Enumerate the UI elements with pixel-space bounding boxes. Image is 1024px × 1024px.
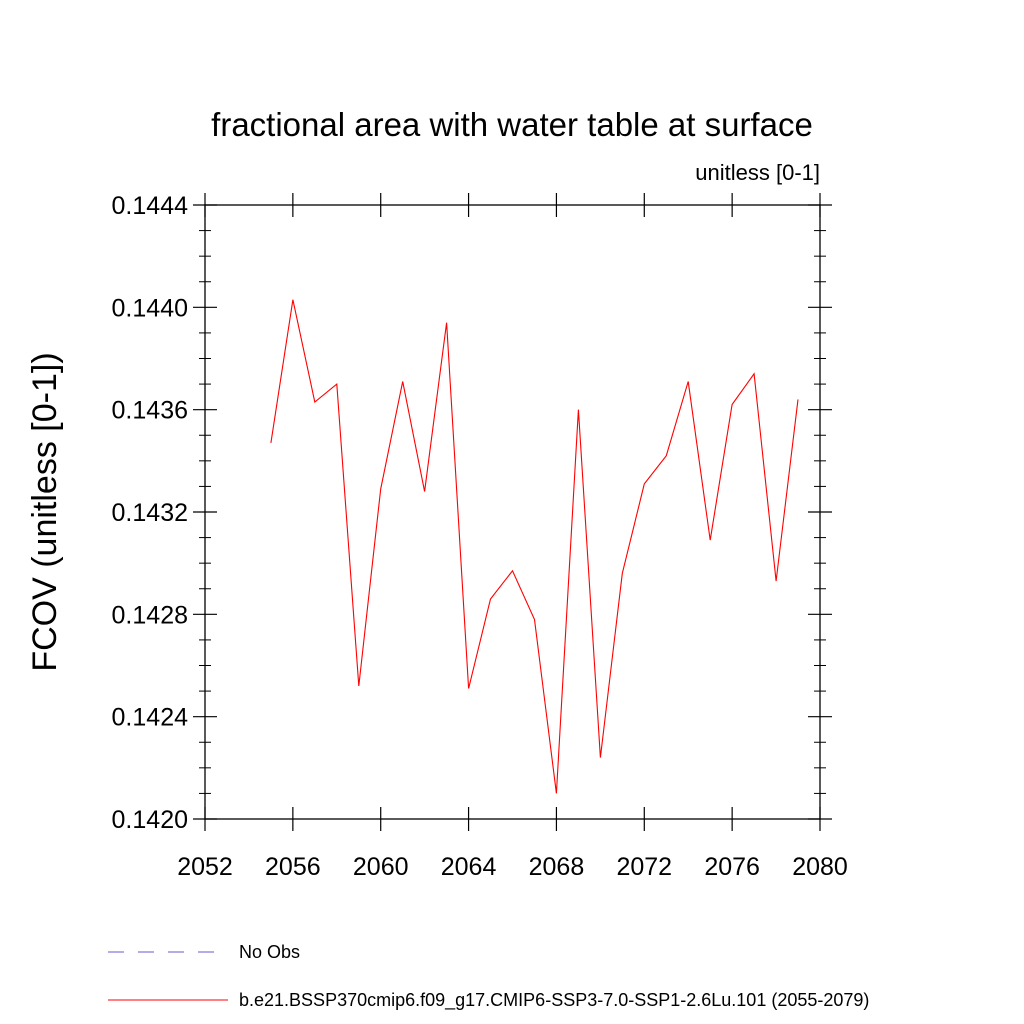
x-tick-label: 2076 [704, 853, 760, 881]
legend-label: b.e21.BSSP370cmip6.f09_g17.CMIP6-SSP3-7.… [239, 990, 869, 1011]
plot-frame [204, 204, 821, 820]
y-axis-label: FCOV (unitless [0-1]) [26, 352, 64, 671]
x-tick-label: 2056 [265, 853, 321, 881]
y-tick-label: 0.1436 [112, 397, 188, 425]
y-tick-label: 0.1444 [112, 192, 189, 220]
legend-label: No Obs [239, 942, 300, 962]
y-tick-label: 0.1424 [112, 704, 189, 732]
x-tick-label: 2052 [177, 853, 233, 881]
axis-ticks [193, 193, 832, 831]
y-tick-label: 0.1432 [112, 499, 188, 527]
tick-labels: 0.1420 0.1424 0.1428 0.1432 0.1436 0.1440 0.14… [112, 192, 848, 881]
x-tick-label: 2060 [353, 853, 409, 881]
x-tick-label: 2072 [616, 853, 672, 881]
x-tick-label: 2064 [441, 853, 497, 881]
series-layer [270, 299, 799, 794]
series-line [270, 299, 799, 794]
chart-subtitle: unitless [0-1] [695, 160, 820, 185]
x-tick-label: 2068 [529, 853, 585, 881]
x-tick-label: 2080 [792, 853, 848, 881]
y-tick-label: 0.1440 [112, 294, 188, 322]
y-tick-label: 0.1420 [112, 806, 188, 834]
chart-title: fractional area with water table at surf… [211, 106, 813, 143]
y-tick-label: 0.1428 [112, 601, 188, 629]
legend: No Obs b.e21.BSSP370cmip6.f09_g17.CMIP6-S… [108, 942, 869, 1011]
